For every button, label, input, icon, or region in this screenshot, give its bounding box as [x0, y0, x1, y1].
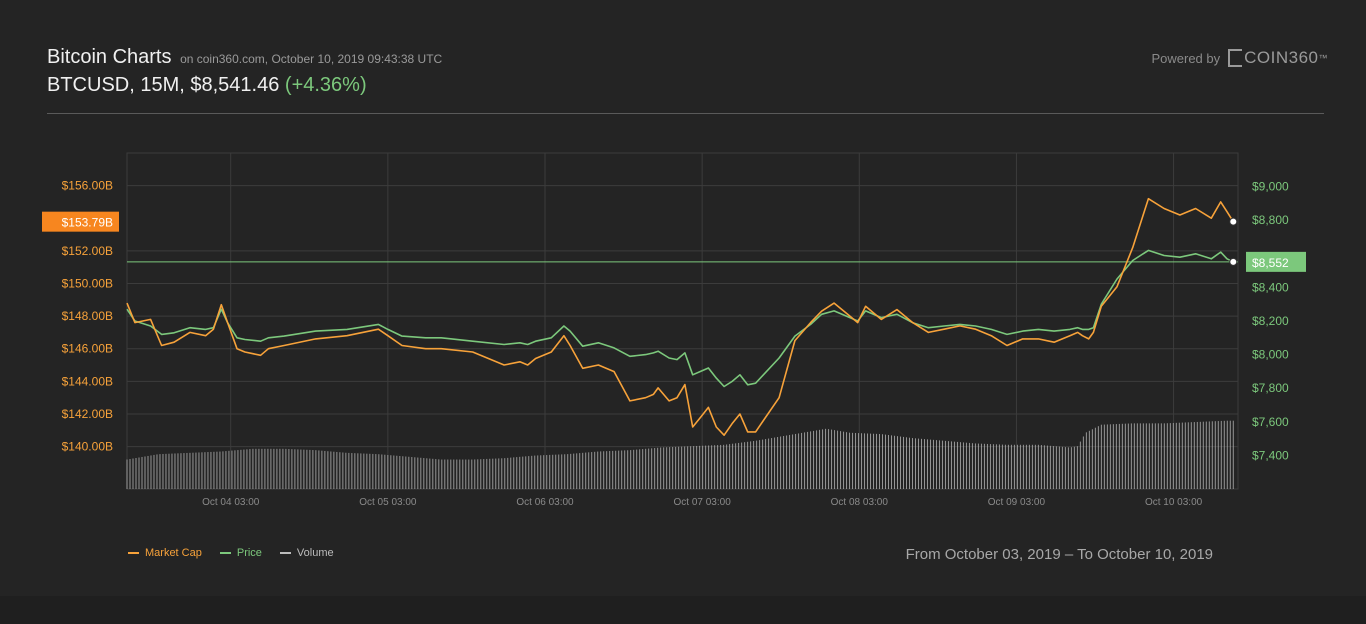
left-tick-label: $142.00B [62, 407, 113, 421]
footer-band [0, 596, 1366, 624]
price-current-label: $8,552 [1252, 256, 1289, 270]
legend-swatch-price [219, 552, 231, 554]
left-tick-label: $150.00B [62, 276, 113, 290]
left-tick-label: $146.00B [62, 342, 113, 356]
plot-frame [126, 152, 1239, 490]
market-cap-line-end-marker [1229, 217, 1238, 226]
legend-volume[interactable]: Volume [279, 547, 334, 559]
x-tick-label: Oct 05 03:00 [359, 497, 417, 508]
legend-label-price: Price [236, 547, 262, 559]
x-tick-label: Oct 09 03:00 [988, 497, 1046, 508]
legend-price[interactable]: Price [219, 547, 262, 559]
x-tick-label: Oct 10 03:00 [1145, 497, 1203, 508]
pair-summary: BTCUSD, 15M, $8,541.46 (+4.36%) [47, 74, 367, 97]
market-cap-current-label: $153.79B [62, 216, 113, 230]
date-range: From October 03, 2019 – To October 10, 2… [905, 546, 1213, 563]
right-tick-label: $8,000 [1252, 348, 1289, 362]
header-divider [47, 113, 1324, 114]
powered-by[interactable]: Powered by COIN360 ™ [1151, 48, 1328, 68]
price-line[interactable] [126, 249, 1234, 388]
bitcoin-chart[interactable]: Oct 04 03:00 Oct 05 03:00 Oct 06 03:00 Oct … [0, 0, 1366, 540]
coin360-logo-icon [1228, 49, 1243, 67]
price-change: (+4.36%) [284, 74, 367, 96]
pair-price: BTCUSD, 15M, $8,541.46 [47, 74, 280, 96]
legend-swatch-market-cap [128, 552, 139, 554]
legend-swatch-volume [279, 552, 291, 554]
price-current-badge [1246, 251, 1306, 272]
left-tick-label: $152.00B [62, 244, 113, 258]
coin360-logo[interactable]: COIN360 ™ [1228, 48, 1328, 68]
left-tick-label: $148.00B [62, 309, 113, 323]
right-tick-label: $7,400 [1252, 448, 1289, 462]
right-tick-label: $7,800 [1252, 381, 1289, 395]
market-cap-line[interactable] [126, 197, 1234, 437]
x-tick-label: Oct 06 03:00 [516, 497, 574, 508]
brand-name: COIN360 [1244, 48, 1319, 67]
chart-title: Bitcoin Charts [47, 46, 172, 68]
legend-label-market-cap: Market Cap [145, 547, 202, 559]
right-tick-label: $7,600 [1252, 415, 1289, 429]
price-line-end-marker [1229, 257, 1238, 266]
left-tick-label: $144.00B [62, 374, 113, 388]
legend-label-volume: Volume [296, 547, 334, 559]
right-tick-label: $9,000 [1252, 180, 1289, 194]
x-tick-label: Oct 07 03:00 [674, 497, 732, 508]
right-tick-label: $8,800 [1252, 213, 1289, 227]
market-cap-current-badge [42, 211, 119, 232]
brand-trademark: ™ [1318, 53, 1328, 63]
left-tick-label: $156.00B [62, 179, 113, 193]
powered-label: Powered by [1151, 50, 1221, 66]
chart-source-timestamp: on coin360.com, October 10, 2019 09:43:3… [180, 52, 443, 66]
right-tick-label: $8,400 [1252, 280, 1289, 294]
page-title: Bitcoin Charts on coin360.com, October 1… [47, 46, 442, 69]
left-tick-label: $140.00B [62, 440, 113, 454]
x-tick-label: Oct 04 03:00 [202, 497, 260, 508]
legend-market-cap[interactable]: Market Cap [128, 547, 202, 559]
x-tick-label: Oct 08 03:00 [831, 497, 889, 508]
chart-legend: Market Cap Price Volume [128, 547, 334, 559]
right-tick-label: $8,200 [1252, 314, 1289, 328]
